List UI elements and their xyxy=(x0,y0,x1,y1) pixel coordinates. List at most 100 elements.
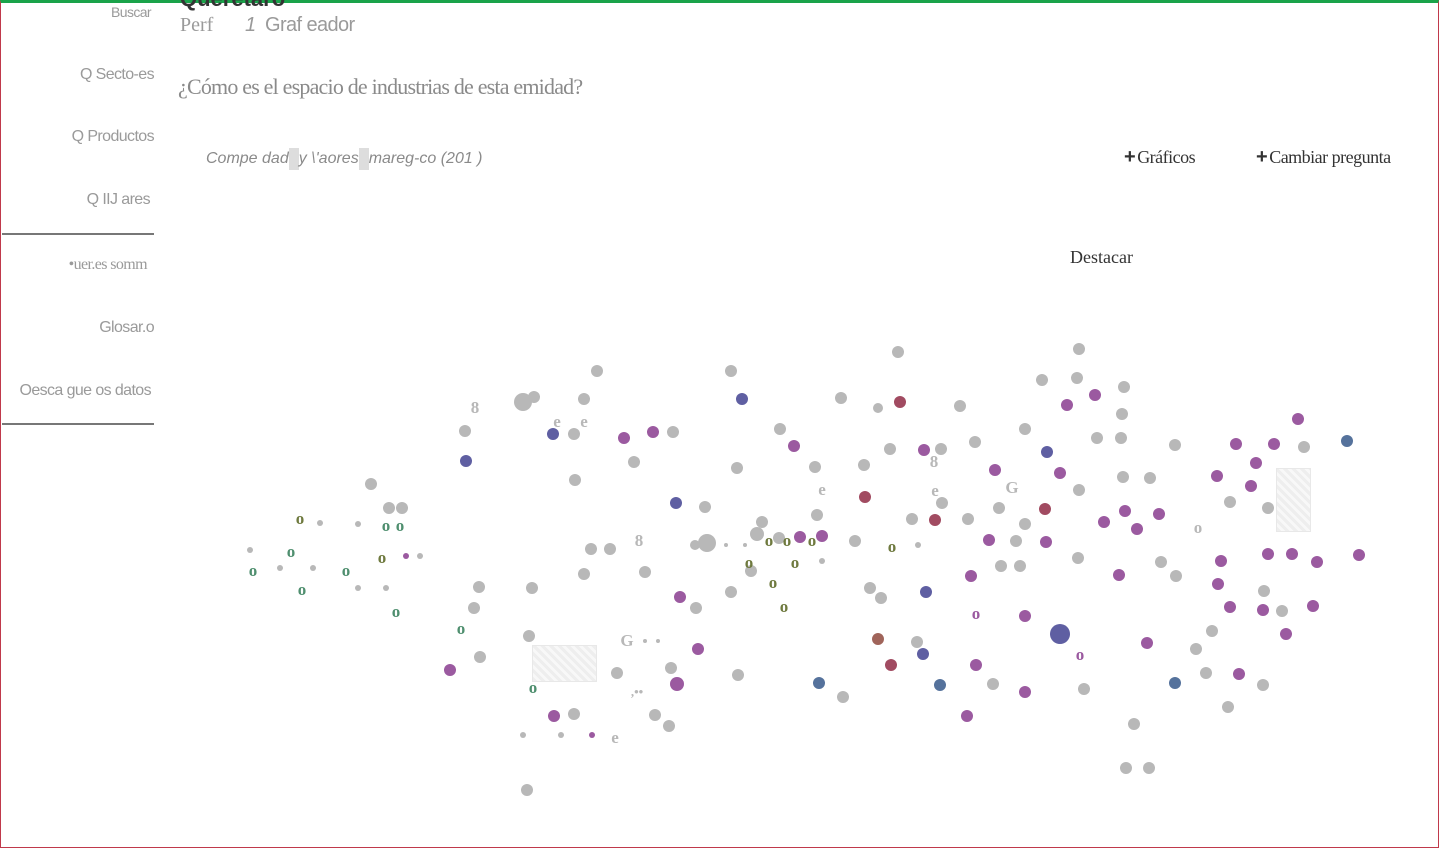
industry-node[interactable] xyxy=(692,643,704,655)
industry-node[interactable] xyxy=(961,710,973,722)
highlight-dropdown[interactable]: Destacar xyxy=(1070,247,1133,267)
industry-node[interactable] xyxy=(474,651,486,663)
industry-node[interactable] xyxy=(731,462,743,474)
industry-node[interactable] xyxy=(1019,518,1031,530)
industry-node[interactable] xyxy=(277,565,283,571)
industry-node[interactable] xyxy=(1117,471,1129,483)
industry-node[interactable] xyxy=(1155,556,1167,568)
industry-node[interactable] xyxy=(604,543,616,555)
industry-node[interactable] xyxy=(1311,556,1323,568)
sidebar-item-about[interactable]: •uer.es somm xyxy=(68,256,148,273)
industry-node[interactable] xyxy=(954,400,966,412)
industry-node[interactable] xyxy=(970,659,982,671)
industry-node[interactable] xyxy=(568,708,580,720)
industry-node[interactable] xyxy=(1128,718,1140,730)
industry-node[interactable] xyxy=(396,502,408,514)
industry-node[interactable] xyxy=(745,565,757,577)
industry-node[interactable] xyxy=(884,443,896,455)
industry-node[interactable] xyxy=(1250,457,1262,469)
industry-node[interactable] xyxy=(1276,605,1288,617)
industry-node[interactable] xyxy=(670,677,684,691)
industry-node[interactable] xyxy=(1190,643,1202,655)
industry-node[interactable] xyxy=(1091,432,1103,444)
tab-profile[interactable]: Perf xyxy=(180,14,214,36)
industry-node[interactable] xyxy=(1078,683,1090,695)
sidebar-item-download-data[interactable]: Oesca gue os datos xyxy=(19,382,151,399)
industry-node[interactable] xyxy=(1040,536,1052,548)
industry-node[interactable] xyxy=(788,440,800,452)
industry-node[interactable] xyxy=(628,456,640,468)
industry-node[interactable] xyxy=(1262,502,1274,514)
industry-node[interactable] xyxy=(1153,508,1165,520)
industry-node[interactable] xyxy=(1222,701,1234,713)
industry-node[interactable] xyxy=(665,662,677,674)
industry-node[interactable] xyxy=(1073,484,1085,496)
industry-node[interactable] xyxy=(915,542,921,548)
industry-node[interactable] xyxy=(1019,423,1031,435)
industry-node[interactable] xyxy=(468,602,480,614)
industry-node[interactable] xyxy=(875,592,887,604)
industry-node[interactable] xyxy=(514,393,532,411)
industry-node[interactable] xyxy=(585,543,597,555)
industry-node[interactable] xyxy=(989,464,1001,476)
industry-node[interactable] xyxy=(558,732,564,738)
industry-node[interactable] xyxy=(403,553,409,559)
industry-node[interactable] xyxy=(858,459,870,471)
industry-node[interactable] xyxy=(929,514,941,526)
industry-node[interactable] xyxy=(643,639,647,643)
industry-node[interactable] xyxy=(1170,570,1182,582)
industry-node[interactable] xyxy=(934,679,946,691)
tab-graph-builder[interactable]: Graf eador xyxy=(265,14,355,36)
industry-node[interactable] xyxy=(1280,628,1292,640)
industry-node[interactable] xyxy=(813,677,825,689)
industry-node[interactable] xyxy=(1233,668,1245,680)
industry-node[interactable] xyxy=(649,709,661,721)
industry-node[interactable] xyxy=(962,513,974,525)
industry-node[interactable] xyxy=(355,521,361,527)
industry-node[interactable] xyxy=(663,720,675,732)
industry-node[interactable] xyxy=(1113,569,1125,581)
industry-node[interactable] xyxy=(690,602,702,614)
industry-node[interactable] xyxy=(698,534,716,552)
industry-node[interactable] xyxy=(892,346,904,358)
industry-node[interactable] xyxy=(1014,560,1026,572)
industry-node[interactable] xyxy=(365,478,377,490)
industry-node[interactable] xyxy=(837,691,849,703)
industry-node[interactable] xyxy=(859,491,871,503)
industry-node[interactable] xyxy=(1206,625,1218,637)
industry-node[interactable] xyxy=(1307,600,1319,612)
industry-node[interactable] xyxy=(1353,549,1365,561)
industry-node[interactable] xyxy=(906,513,918,525)
industry-node[interactable] xyxy=(743,543,747,547)
industry-node[interactable] xyxy=(526,582,538,594)
industry-node[interactable] xyxy=(444,664,456,676)
industry-node[interactable] xyxy=(591,365,603,377)
industry-node[interactable] xyxy=(1050,624,1070,644)
industry-node[interactable] xyxy=(1019,610,1031,622)
industry-node[interactable] xyxy=(1131,523,1143,535)
graphs-button[interactable]: + Gráficos xyxy=(1124,146,1196,169)
industry-node[interactable] xyxy=(578,393,590,405)
industry-node[interactable] xyxy=(611,667,623,679)
industry-node[interactable] xyxy=(460,455,472,467)
industry-node[interactable] xyxy=(911,636,923,648)
industry-node[interactable] xyxy=(520,732,526,738)
industry-node[interactable] xyxy=(725,365,737,377)
industry-node[interactable] xyxy=(872,633,884,645)
industry-node[interactable] xyxy=(1119,505,1131,517)
industry-node[interactable] xyxy=(995,560,1007,572)
industry-node[interactable] xyxy=(1143,762,1155,774)
industry-node[interactable] xyxy=(1010,535,1022,547)
industry-node[interactable] xyxy=(1230,438,1242,450)
industry-node[interactable] xyxy=(1120,762,1132,774)
industry-node[interactable] xyxy=(794,531,806,543)
industry-node[interactable] xyxy=(656,639,660,643)
industry-node[interactable] xyxy=(1212,578,1224,590)
industry-node[interactable] xyxy=(774,423,786,435)
industry-node[interactable] xyxy=(639,566,651,578)
industry-node[interactable] xyxy=(1141,637,1153,649)
industry-node[interactable] xyxy=(670,497,682,509)
industry-node[interactable] xyxy=(917,648,929,660)
industry-node[interactable] xyxy=(1268,438,1280,450)
industry-node[interactable] xyxy=(732,669,744,681)
